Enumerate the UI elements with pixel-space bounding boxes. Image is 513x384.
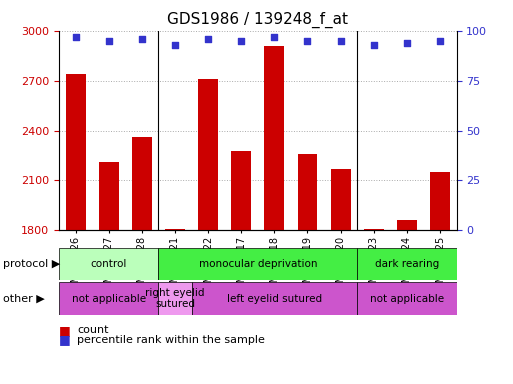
Bar xyxy=(165,229,185,384)
Text: not applicable: not applicable xyxy=(72,293,146,304)
Bar xyxy=(198,79,218,384)
Point xyxy=(137,36,146,42)
Text: control: control xyxy=(90,259,127,269)
Bar xyxy=(59,248,159,280)
Text: ■: ■ xyxy=(59,324,71,337)
Bar xyxy=(191,282,357,315)
Point xyxy=(71,34,80,40)
Text: protocol ▶: protocol ▶ xyxy=(3,259,60,269)
Text: right eyelid
sutured: right eyelid sutured xyxy=(145,288,205,310)
Point xyxy=(204,36,212,42)
Bar xyxy=(331,169,350,384)
Text: not applicable: not applicable xyxy=(370,293,444,304)
Bar xyxy=(430,172,450,384)
Bar xyxy=(264,46,284,384)
Text: monocular deprivation: monocular deprivation xyxy=(199,259,317,269)
Point xyxy=(370,41,378,48)
Text: other ▶: other ▶ xyxy=(3,293,44,304)
Point xyxy=(303,38,311,44)
Bar xyxy=(397,220,417,384)
Point xyxy=(337,38,345,44)
Bar xyxy=(159,248,357,280)
Bar xyxy=(231,151,251,384)
Bar xyxy=(59,282,159,315)
Bar xyxy=(98,162,119,384)
Point xyxy=(105,38,113,44)
Point xyxy=(171,41,179,48)
Text: left eyelid sutured: left eyelid sutured xyxy=(227,293,322,304)
Text: ■: ■ xyxy=(59,333,71,346)
Bar xyxy=(357,248,457,280)
Title: GDS1986 / 139248_f_at: GDS1986 / 139248_f_at xyxy=(167,12,348,28)
Text: percentile rank within the sample: percentile rank within the sample xyxy=(77,335,265,345)
Bar xyxy=(298,154,318,384)
Bar xyxy=(66,74,86,384)
Bar xyxy=(132,137,152,384)
Text: count: count xyxy=(77,325,108,335)
Point xyxy=(237,38,245,44)
Point xyxy=(270,34,279,40)
Bar xyxy=(159,282,191,315)
Bar xyxy=(364,229,384,384)
Text: dark rearing: dark rearing xyxy=(375,259,439,269)
Point xyxy=(436,38,444,44)
Point xyxy=(403,40,411,46)
Bar xyxy=(357,282,457,315)
